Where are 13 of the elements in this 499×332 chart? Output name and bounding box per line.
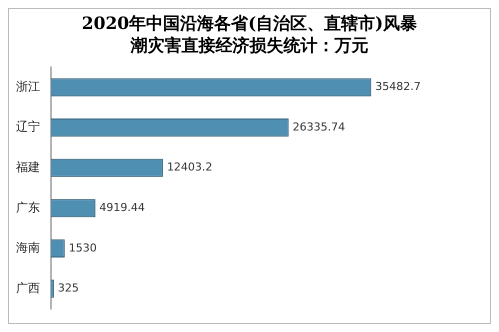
data-label: 12403.2	[166, 160, 212, 174]
data-label: 35482.7	[375, 80, 421, 94]
y-tick-label: 浙江	[16, 79, 40, 94]
data-label: 26335.74	[292, 120, 346, 134]
y-tick-label: 海南	[16, 240, 40, 255]
chart-title: 2020年中国沿海各省(自治区、直辖市)风暴潮灾害直接经济损失统计：万元	[80, 13, 418, 57]
y-tick-label: 广东	[16, 200, 40, 214]
data-label: 325	[58, 282, 79, 295]
y-tick-label: 广西	[16, 280, 40, 295]
y-tick-label: 辽宁	[16, 120, 40, 134]
data-label: 1530	[68, 241, 97, 254]
data-label: 4919.44	[99, 200, 145, 214]
y-tick-label: 福建	[16, 160, 40, 174]
